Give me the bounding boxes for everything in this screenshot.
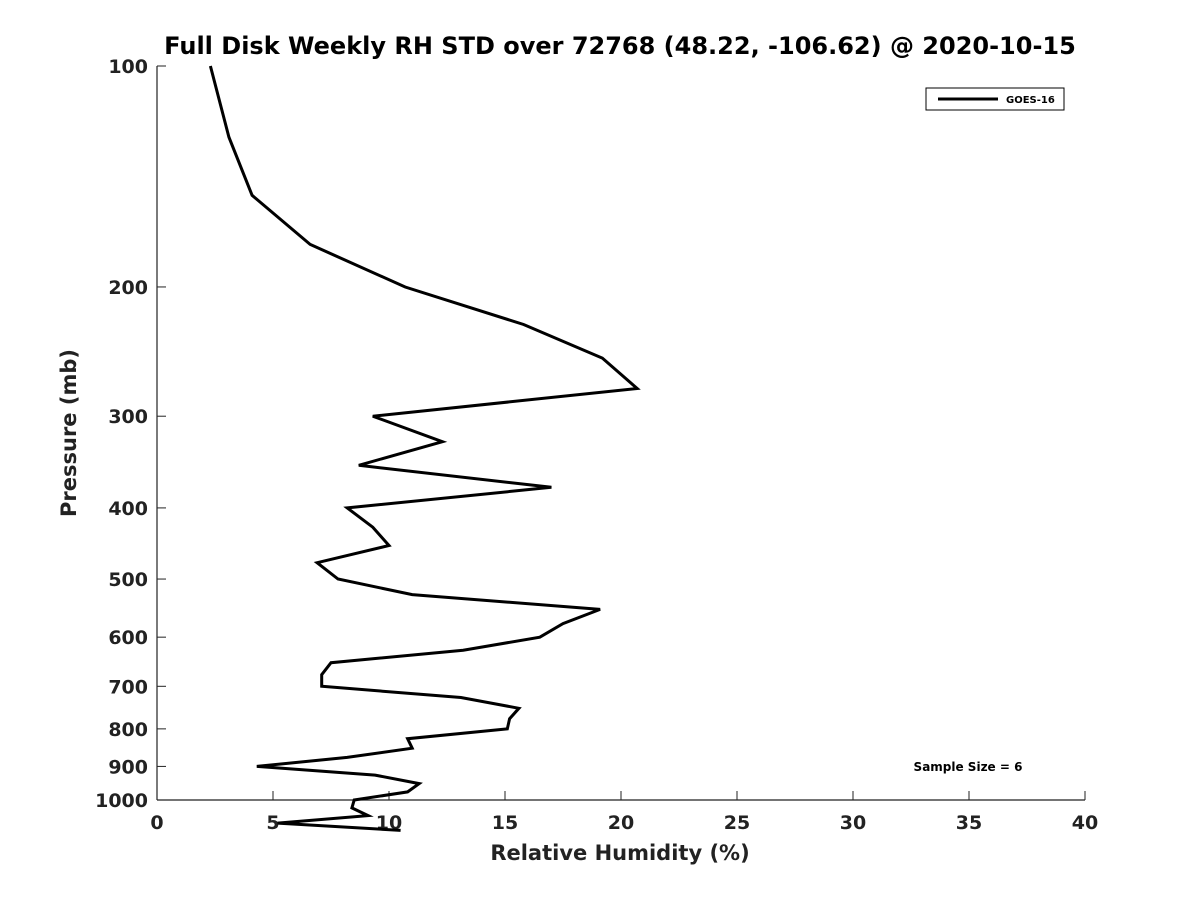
x-tick-label: 25 bbox=[724, 812, 750, 834]
y-tick-label: 400 bbox=[108, 498, 148, 520]
legend-label-goes16: GOES-16 bbox=[1006, 95, 1055, 106]
sample-size-annotation: Sample Size = 6 bbox=[914, 760, 1023, 774]
y-tick-label: 900 bbox=[108, 756, 148, 778]
axes bbox=[156, 66, 1085, 801]
x-tick-label: 30 bbox=[840, 812, 866, 834]
chart-title: Full Disk Weekly RH STD over 72768 (48.2… bbox=[164, 32, 1076, 60]
y-tick-label: 300 bbox=[108, 406, 148, 428]
legend: GOES-16 bbox=[925, 87, 1065, 111]
y-tick-label: 200 bbox=[108, 277, 148, 299]
x-tick-label: 40 bbox=[1072, 812, 1098, 834]
series-layer bbox=[208, 65, 641, 832]
y-tick-label: 700 bbox=[108, 676, 148, 698]
x-tick-label: 35 bbox=[956, 812, 982, 834]
y-tick-label: 100 bbox=[108, 56, 148, 78]
y-axis-label: Pressure (mb) bbox=[57, 349, 81, 517]
y-tick-label: 600 bbox=[108, 627, 148, 649]
x-tick-label: 5 bbox=[266, 812, 279, 834]
x-tick-label: 20 bbox=[608, 812, 634, 834]
y-tick-label: 1000 bbox=[95, 790, 148, 812]
y-tick-label: 500 bbox=[108, 569, 148, 591]
ticks: 0 5 10 15 20 25 30 35 40100200300400500600700800… bbox=[95, 56, 1098, 834]
x-axis-label: Relative Humidity (%) bbox=[490, 841, 749, 865]
series-line-goes-16 bbox=[208, 65, 641, 832]
x-tick-label: 15 bbox=[492, 812, 518, 834]
x-tick-label: 0 bbox=[150, 812, 163, 834]
y-tick-label: 800 bbox=[108, 719, 148, 741]
